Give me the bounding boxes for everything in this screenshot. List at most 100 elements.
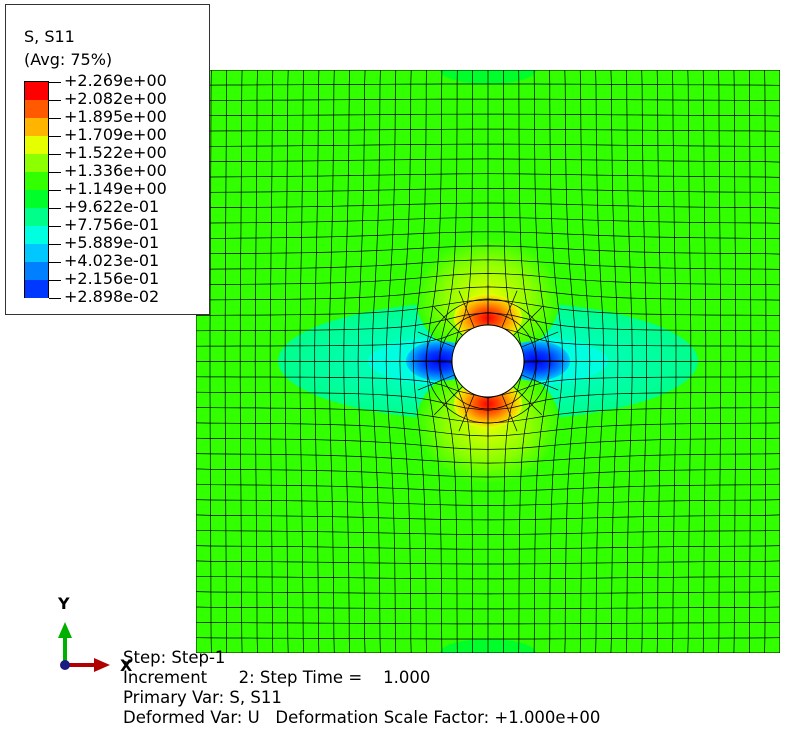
- contour-legend[interactable]: S, S11 (Avg: 75%) +2.269e+00 +2.082e+00 +1…: [5, 4, 210, 315]
- mesh-line: [224, 70, 228, 653]
- mesh-line: [254, 70, 258, 653]
- mesh-line: [209, 70, 212, 653]
- mesh-line: [284, 70, 289, 653]
- legend-swatch: [25, 172, 48, 190]
- legend-label: +1.895e+00: [64, 107, 167, 126]
- mesh-line: [579, 70, 591, 653]
- mesh-spoke: [521, 331, 559, 348]
- primary-var-info: Primary Var: S, S11: [123, 688, 282, 707]
- mesh-ring: [425, 298, 551, 424]
- mesh-line: [503, 70, 526, 653]
- mesh-spoke: [501, 394, 518, 432]
- mesh-line: [269, 70, 274, 653]
- mesh-line: [656, 70, 662, 653]
- mesh-line: [610, 70, 619, 653]
- mesh-spoke: [458, 394, 475, 432]
- y-arrowhead: [58, 622, 72, 638]
- legend-swatch: [25, 82, 48, 100]
- mesh-ring: [439, 312, 537, 410]
- mesh-line: [314, 70, 320, 653]
- legend-label: +7.756e-01: [64, 215, 160, 234]
- mesh-spoke: [417, 374, 455, 391]
- mesh-line: [385, 70, 397, 653]
- mesh-line: [702, 70, 707, 653]
- legend-color-bar: [24, 81, 49, 298]
- mesh-spoke: [458, 290, 475, 328]
- legend-label: +2.156e-01: [64, 269, 160, 288]
- legend-tick: [49, 153, 61, 155]
- legend-tick: [49, 135, 61, 137]
- mesh-line: [518, 70, 538, 653]
- mesh-line: [343, 70, 351, 653]
- legend-tick: [49, 117, 61, 119]
- fem-plate[interactable]: [196, 56, 780, 667]
- legend-tick: [49, 99, 61, 101]
- legend-label: +5.889e-01: [64, 233, 160, 252]
- mesh-line: [549, 70, 564, 653]
- legend-label: +1.336e+00: [64, 161, 167, 180]
- legend-swatch: [25, 154, 48, 172]
- mesh-line: [748, 70, 752, 653]
- mesh-line: [533, 70, 550, 653]
- mesh-spoke: [434, 386, 463, 415]
- x-axis-label: X: [120, 656, 133, 675]
- mesh-spoke: [513, 307, 542, 336]
- mesh-spoke: [513, 386, 542, 415]
- mesh-line: [733, 70, 737, 653]
- y-axis-label: Y: [57, 594, 70, 613]
- legend-swatch: [25, 136, 48, 154]
- mesh-line: [595, 70, 605, 653]
- legend-label: +2.898e-02: [64, 287, 160, 306]
- legend-label: +1.149e+00: [64, 179, 167, 198]
- mesh-line: [625, 70, 633, 653]
- legend-swatch: [25, 280, 48, 298]
- mesh-line: [371, 70, 381, 653]
- mesh-line: [718, 70, 722, 653]
- legend-label: +1.709e+00: [64, 125, 167, 144]
- legend-tick: [49, 171, 61, 173]
- mesh-spoke: [521, 374, 559, 391]
- legend-label: +9.622e-01: [64, 197, 160, 216]
- mesh-spoke: [417, 331, 455, 348]
- legend-tick: [49, 279, 61, 281]
- legend-swatch: [25, 190, 48, 208]
- mesh-line: [564, 70, 577, 653]
- legend-swatch: [25, 118, 48, 136]
- legend-tick: [49, 243, 61, 245]
- mesh-line: [438, 70, 458, 653]
- mesh-line: [357, 70, 366, 653]
- legend-swatch: [25, 208, 48, 226]
- increment-info: Increment 2: Step Time = 1.000: [123, 668, 431, 687]
- element-mesh: [196, 70, 780, 653]
- legend-tick: [49, 297, 61, 299]
- legend-swatch: [25, 244, 48, 262]
- mesh-line: [412, 70, 427, 653]
- z-axis-dot: [60, 660, 70, 670]
- legend-swatch: [25, 226, 48, 244]
- legend-tick: [49, 261, 61, 263]
- step-info: Step: Step-1: [123, 648, 226, 667]
- deformed-var-info: Deformed Var: U Deformation Scale Factor…: [123, 708, 601, 727]
- legend-tick: [49, 81, 61, 83]
- legend-label: +2.269e+00: [64, 71, 167, 90]
- axis-triad: Y X: [57, 594, 133, 675]
- legend-swatch: [25, 100, 48, 118]
- mesh-line: [450, 70, 473, 653]
- mesh-line: [687, 70, 692, 653]
- legend-title: S, S11: [24, 27, 75, 46]
- legend-label: +4.023e-01: [64, 251, 160, 270]
- legend-tick: [49, 225, 61, 227]
- mesh-spoke: [501, 290, 518, 328]
- mesh-line: [641, 70, 648, 653]
- hole: [451, 324, 525, 398]
- mesh-line: [328, 70, 335, 653]
- mesh-line: [672, 70, 677, 653]
- legend-label: +2.082e+00: [64, 89, 167, 108]
- x-arrowhead: [94, 658, 110, 672]
- legend-label: +1.522e+00: [64, 143, 167, 162]
- legend-subtitle: (Avg: 75%): [24, 50, 113, 69]
- mesh-spoke: [434, 307, 463, 336]
- mesh-line: [399, 70, 412, 653]
- mesh-line: [299, 70, 304, 653]
